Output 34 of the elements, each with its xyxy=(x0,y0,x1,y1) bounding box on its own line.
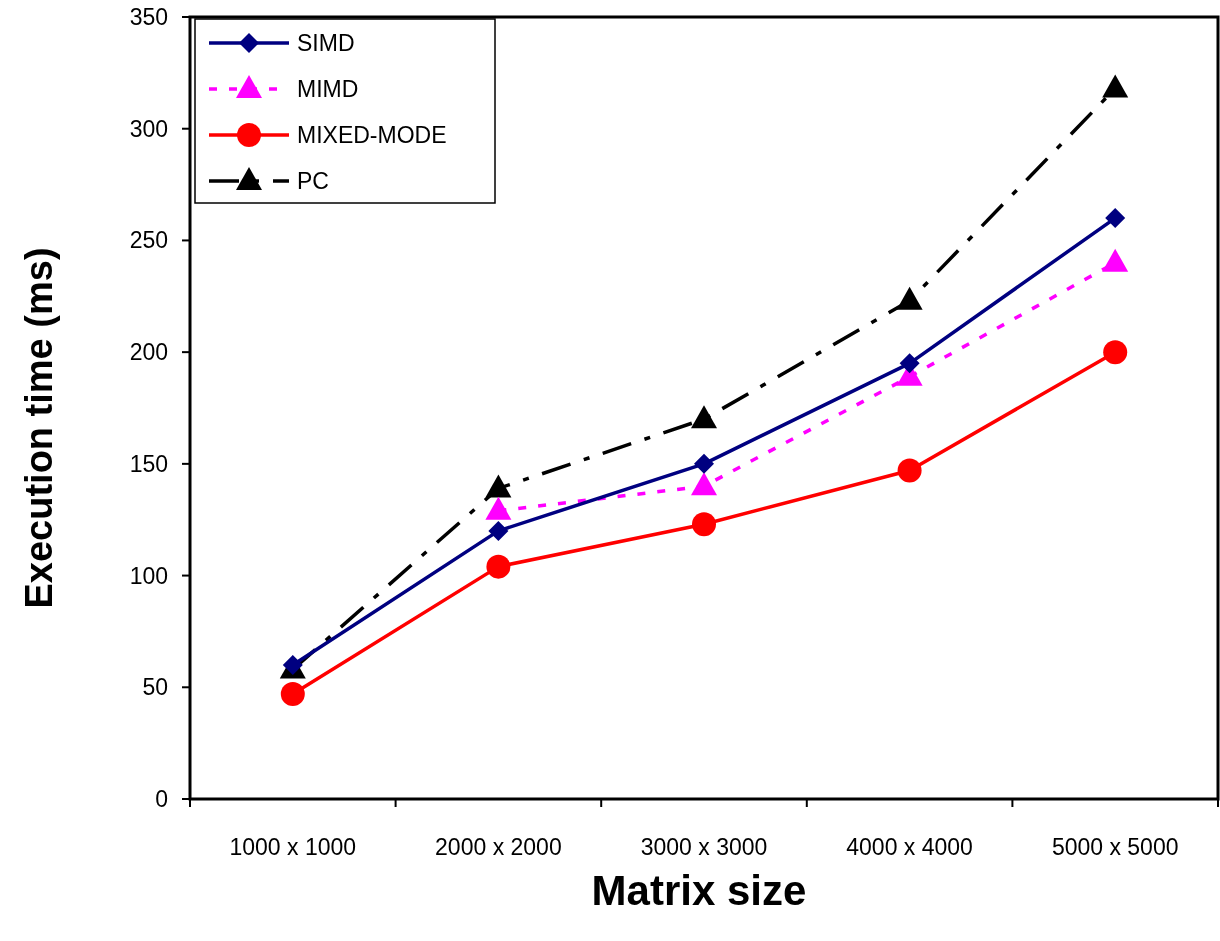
point xyxy=(280,681,305,706)
point xyxy=(896,286,923,310)
legend-label: SIMD xyxy=(297,30,355,57)
point xyxy=(899,353,920,374)
y-tick-label: 250 xyxy=(129,227,168,254)
x-tick-label: 2000 x 2000 xyxy=(435,834,562,860)
x-tick-label: 4000 x 4000 xyxy=(846,834,973,860)
x-tick-label: 5000 x 5000 xyxy=(1051,834,1179,860)
point xyxy=(486,554,511,579)
y-tick-label: 150 xyxy=(129,450,168,477)
y-tick-label: 350 xyxy=(129,4,168,31)
x-tick-label: 1000 x 1000 xyxy=(229,834,357,860)
y-tick-label: 200 xyxy=(129,339,168,366)
y-tick-label: 300 xyxy=(129,115,168,142)
y-axis-title: Execution time (ms) xyxy=(18,247,60,609)
point xyxy=(897,458,922,483)
x-axis-title: Matrix size xyxy=(591,867,807,914)
point xyxy=(691,405,717,429)
point xyxy=(488,520,509,541)
legend-label: MIMD xyxy=(297,76,359,103)
legend-label: MIXED-MODE xyxy=(297,122,447,149)
point xyxy=(1102,248,1129,272)
point xyxy=(691,472,717,496)
point xyxy=(1103,340,1128,365)
legend-label: PC xyxy=(297,168,329,195)
point xyxy=(692,512,716,537)
point xyxy=(485,474,512,498)
point xyxy=(694,453,714,474)
point xyxy=(1102,74,1129,98)
x-tick-label: 3000 x 3000 xyxy=(640,834,768,860)
y-tick-label: 0 xyxy=(155,786,168,813)
point xyxy=(485,496,512,520)
y-tick-label: 50 xyxy=(142,674,168,701)
y-tick-label: 100 xyxy=(129,562,168,589)
